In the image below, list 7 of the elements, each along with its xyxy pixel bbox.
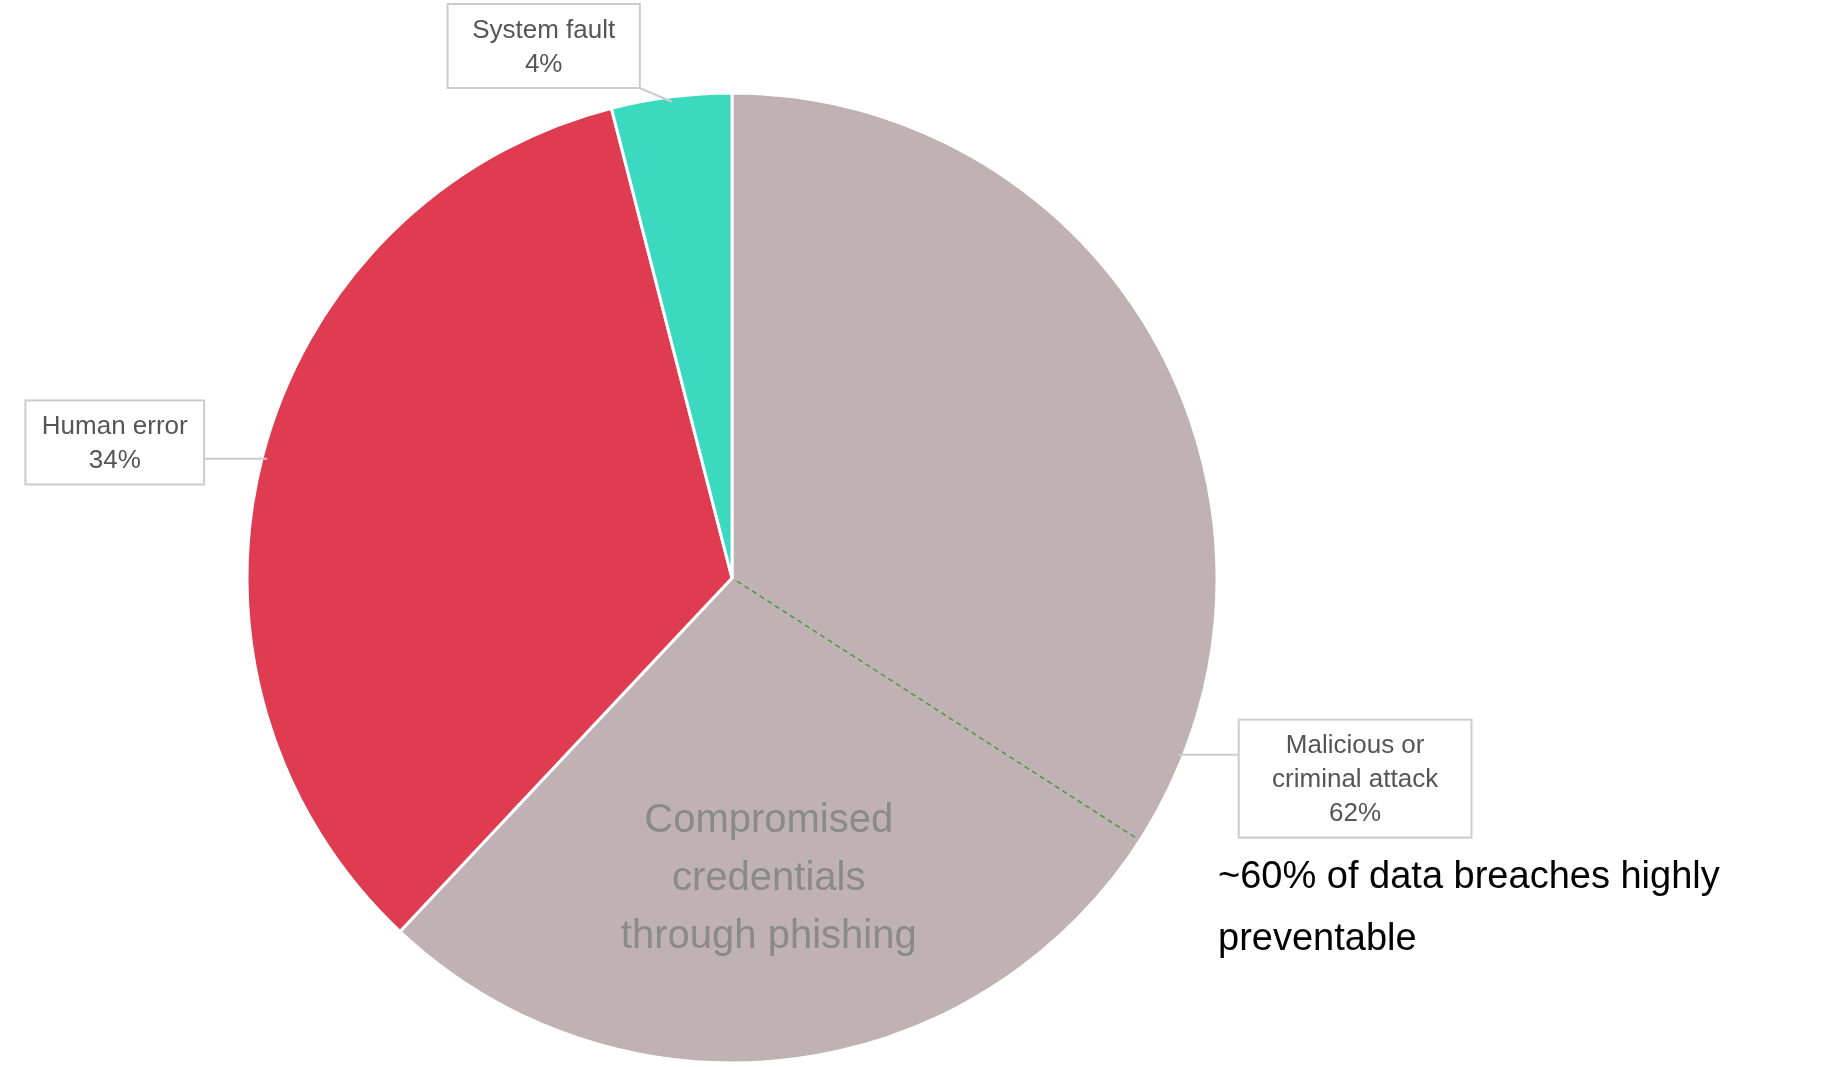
slice-label: Malicious or criminal attack xyxy=(1272,729,1440,794)
text: ~60% of data breaches highly preventable xyxy=(1218,854,1720,958)
slice-label: Human error xyxy=(41,409,189,440)
data-label: 62% xyxy=(1329,797,1382,828)
slice-label: System fault xyxy=(472,13,616,44)
data-label: 4% xyxy=(524,47,563,78)
data-label: 34% xyxy=(88,443,141,474)
